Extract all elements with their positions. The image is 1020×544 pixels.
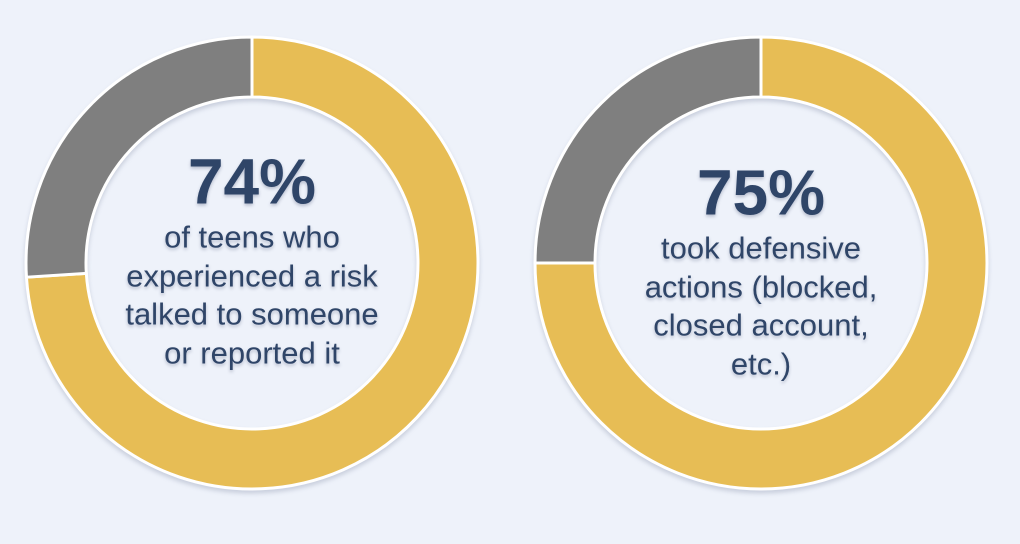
donut-slice-1 <box>533 35 763 265</box>
donut-chart-talked-or-reported: 74% of teens who experienced a risk talk… <box>22 33 482 493</box>
donut-percentage: 75% <box>696 156 826 229</box>
donut-center-label: 74% of teens who experienced a risk talk… <box>87 150 417 373</box>
donut-description: of teens who experienced a risk talked t… <box>125 219 379 371</box>
donut-slice-0 <box>533 35 989 491</box>
donut-percentage: 74% <box>187 145 317 218</box>
donut-description: took defensive actions (blocked, closed … <box>644 230 878 382</box>
donut-ring <box>533 35 989 491</box>
donut-ring <box>24 35 480 491</box>
donut-center-label: 75% took defensive actions (blocked, clo… <box>596 161 926 384</box>
donut-chart-defensive-actions: 75% took defensive actions (blocked, clo… <box>531 33 991 493</box>
donut-slice-0 <box>24 35 480 491</box>
donut-slice-1 <box>24 35 254 279</box>
